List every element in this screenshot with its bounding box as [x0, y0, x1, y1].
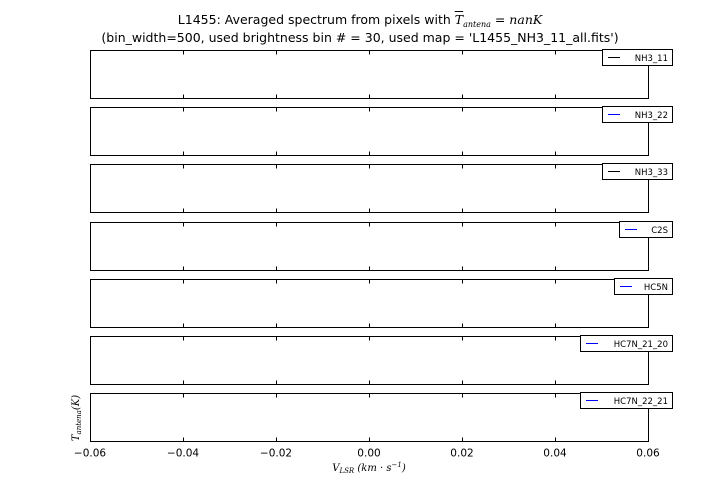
legend-label: NH3_22	[635, 111, 668, 121]
panel-frame	[90, 50, 649, 99]
panel-NH3_22: NH3_22	[90, 106, 673, 156]
panel-frame	[90, 279, 649, 328]
legend-box	[619, 221, 673, 238]
panel-C2S: C2S	[90, 221, 673, 271]
y-axis-label-unit: (K)	[71, 395, 82, 410]
panel-frame	[90, 222, 649, 271]
x-tick-label: 0.04	[543, 448, 567, 460]
legend-C2S: C2S	[619, 221, 673, 238]
x-tick-label: 0.00	[357, 448, 380, 460]
legend-label: C2S	[651, 226, 668, 236]
x-axis-label-unit-exp: −1	[392, 461, 402, 469]
legend-box	[614, 278, 673, 295]
legend-label: NH3_11	[635, 54, 668, 64]
legend-box	[602, 49, 673, 66]
panel-NH3_11: NH3_11	[90, 49, 673, 99]
legend-NH3_33: NH3_33	[602, 163, 673, 180]
legend-box	[602, 163, 673, 180]
x-axis-label-unit: (km · s	[354, 463, 391, 474]
legend-label: NH3_33	[635, 168, 668, 178]
legend-label: HC5N	[644, 283, 668, 293]
x-tick-label: 0.06	[636, 448, 660, 460]
legend-NH3_22: NH3_22	[602, 106, 673, 123]
legend-label: HC7N_21_20	[614, 340, 668, 350]
legend-HC7N_22_21: HC7N_22_21	[580, 392, 673, 409]
chart-title: L1455: Averaged spectrum from pixels wit…	[0, 12, 720, 29]
x-axis-label-var: V	[332, 463, 341, 474]
title-prefix: L1455: Averaged spectrum from pixels wit…	[177, 12, 455, 27]
title-variable-subscript: antena	[463, 20, 491, 29]
legend-box	[580, 335, 673, 352]
panel-HC7N_21_20: HC7N_21_20	[90, 335, 673, 385]
x-axis-label-close: )	[401, 463, 406, 474]
chart-subtitle: (bin_width=500, used brightness bin # = …	[101, 30, 619, 45]
y-axis-label: Tantena(K)	[71, 395, 83, 441]
legend-NH3_11: NH3_11	[602, 49, 673, 66]
panel-frame	[90, 393, 649, 442]
panel-frame	[90, 107, 649, 156]
panel-NH3_33: NH3_33	[90, 163, 673, 213]
legend-label: HC7N_22_21	[614, 397, 668, 407]
legend-HC5N: HC5N	[614, 278, 673, 295]
x-tick-label: 0.02	[450, 448, 473, 460]
legend-box	[580, 392, 673, 409]
x-tick-label: −0.04	[167, 448, 199, 460]
x-axis-label: VLSR (km · s−1)	[332, 461, 406, 475]
panels-group: NH3_11 NH3_22 NH3_33 C2S HC5N HC7N_21_20 HC7N_…	[90, 49, 673, 442]
y-axis-label-var: T	[71, 433, 82, 441]
panel-HC5N: HC5N	[90, 278, 673, 328]
legend-box	[602, 106, 673, 123]
x-axis-label-sub: LSR	[338, 467, 354, 475]
panel-frame	[90, 164, 649, 213]
y-axis-label-sub: antena	[75, 410, 83, 434]
title-variable: T	[454, 12, 464, 27]
panel-HC7N_22_21: HC7N_22_21	[90, 392, 673, 442]
x-tick-label: −0.06	[74, 448, 106, 460]
panel-frame	[90, 336, 649, 385]
title-equation: = nanK	[490, 12, 543, 27]
x-axis: −0.06 −0.04 −0.02 0.00 0.02 0.04 0.06	[74, 448, 660, 460]
x-tick-label: −0.02	[260, 448, 292, 460]
legend-HC7N_21_20: HC7N_21_20	[580, 335, 673, 352]
